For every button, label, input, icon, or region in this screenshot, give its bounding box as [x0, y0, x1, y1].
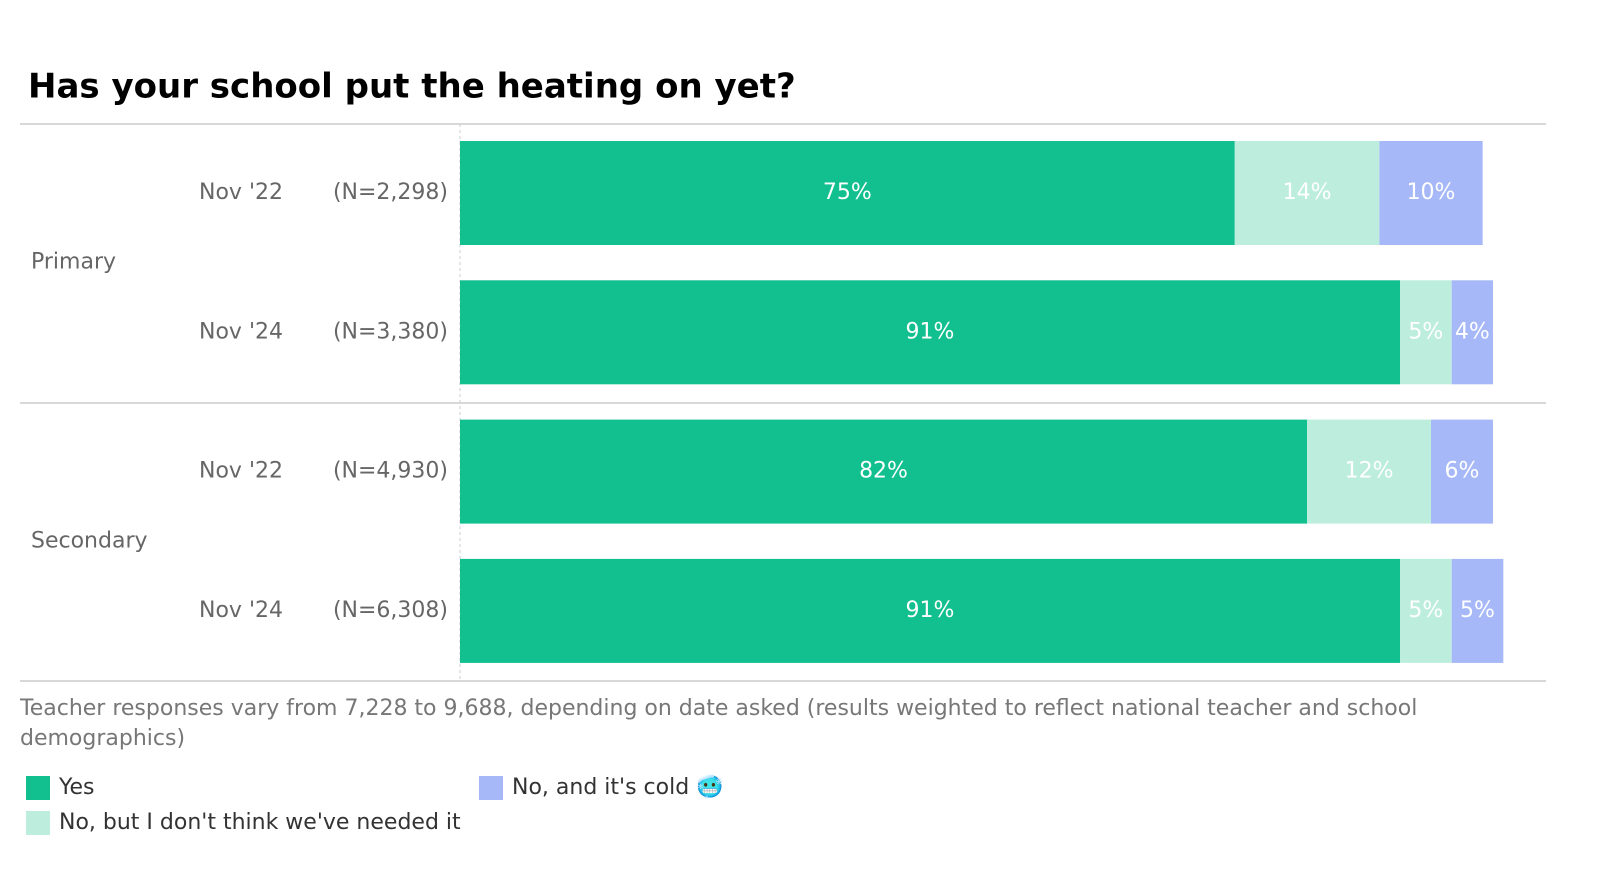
bar-segment [460, 558, 1401, 663]
value-label: 5% [1460, 598, 1495, 623]
bar-segment [1451, 280, 1493, 385]
value-label: 12% [1345, 459, 1394, 484]
value-label: 5% [1408, 319, 1443, 344]
category-label: Nov '24 [199, 319, 283, 344]
legend-swatch [26, 776, 50, 800]
sample-label: (N=3,380) [333, 319, 448, 344]
legend-label: No, but I don't think we've needed it [59, 810, 461, 835]
value-label: 91% [906, 598, 955, 623]
note-box: Teacher responses vary from 7,228 to 9,6… [20, 696, 1418, 751]
legend-label: Yes [58, 775, 95, 800]
bar-segment [460, 419, 1308, 524]
value-label: 5% [1408, 598, 1443, 623]
value-label: 6% [1445, 459, 1480, 484]
bar-segment [1451, 558, 1504, 663]
legend-label: No, and it's cold 🥶 [512, 773, 724, 800]
sample-label: (N=4,930) [333, 459, 448, 484]
category-label: Nov '22 [199, 180, 283, 205]
sample-label: (N=6,308) [333, 598, 448, 623]
value-label: 10% [1407, 180, 1456, 205]
sample-label: (N=2,298) [333, 180, 448, 205]
bar-segment [1400, 558, 1452, 663]
note: Teacher responses vary from 7,228 to 9,6… [20, 696, 1418, 751]
legend-swatch [26, 811, 50, 835]
bar-segment [1307, 419, 1432, 524]
legend-swatch [479, 776, 503, 800]
value-label: 75% [823, 180, 872, 205]
category-label: Nov '24 [199, 598, 283, 623]
value-label: 82% [859, 459, 908, 484]
bar-segment [1234, 141, 1380, 245]
bar-segment [460, 141, 1235, 245]
value-label: 14% [1283, 180, 1332, 205]
chart-title: Has your school put the heating on yet? [28, 67, 796, 107]
bar-segment [1379, 141, 1483, 245]
category-label: Nov '22 [199, 459, 283, 484]
group-label: Primary [31, 250, 116, 275]
group-label: Secondary [31, 528, 148, 553]
value-label: 4% [1455, 319, 1490, 344]
bar-segment [1431, 419, 1493, 524]
bar-segment [1400, 280, 1452, 385]
bar-segment [460, 280, 1401, 385]
value-label: 91% [906, 319, 955, 344]
